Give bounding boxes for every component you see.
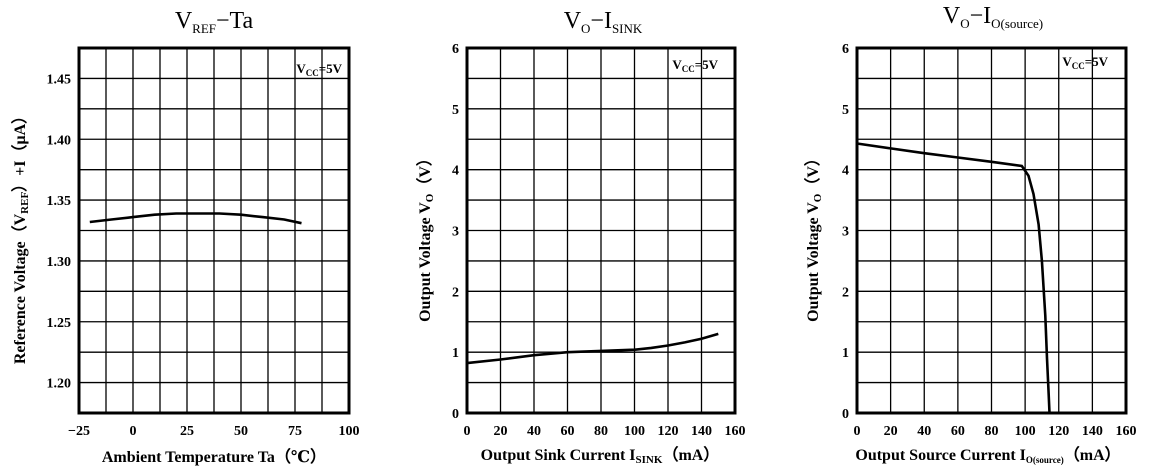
chart-1-x-ticks: −25 0 25 50 75 100 xyxy=(68,424,359,439)
x-tick-label: 120 xyxy=(658,424,679,439)
y-tick-label: 3 xyxy=(452,225,459,240)
y-tick-label: 6 xyxy=(452,42,459,57)
chart-3-condition: VCC=5V xyxy=(1062,54,1108,71)
x-tick-label: 40 xyxy=(917,424,931,439)
y-tick-label: 0 xyxy=(452,407,459,422)
x-tick-label: 80 xyxy=(594,424,608,439)
y-tick-label: 1 xyxy=(842,346,849,361)
chart-2-x-ticks: 0 20 40 60 80 100 120 140 160 xyxy=(464,424,746,439)
y-tick-label: 1.30 xyxy=(47,255,72,270)
chart-3-series-line xyxy=(856,142,1051,414)
chart-1-condition: VCC=5V xyxy=(296,61,342,78)
chart-3-title: VO−IO(source) xyxy=(943,3,1043,31)
chart-1-y-ticks: 1.20 1.25 1.30 1.35 1.40 1.45 xyxy=(47,72,72,391)
chart-vref-ta: VREF−Ta VCC=5V 1.201.251.301.351.401.45 … xyxy=(11,8,360,466)
x-tick-label: 60 xyxy=(561,424,575,439)
x-tick-label: 0 xyxy=(464,424,471,439)
y-tick-label: 1.45 xyxy=(47,72,72,87)
x-tick-label: −25 xyxy=(68,424,90,439)
y-tick-label: 4 xyxy=(842,164,849,179)
chart-3-x-axis-label: Output Source Current IO(source)（mA） xyxy=(855,446,1120,465)
x-tick-label: 140 xyxy=(691,424,712,439)
y-tick-label: 2 xyxy=(842,285,849,300)
chart-1-grid xyxy=(79,48,349,413)
x-tick-label: 60 xyxy=(951,424,965,439)
chart-3-y-ticks: 0 1 2 3 4 5 6 xyxy=(842,42,849,422)
x-tick-label: 40 xyxy=(527,424,541,439)
chart-1-y-axis-label: Reference Voltage（VREF）+I（μA） xyxy=(11,108,31,364)
y-tick-label: 0 xyxy=(842,407,849,422)
y-tick-label: 1.35 xyxy=(47,194,72,209)
chart-2-y-ticks: 0 1 2 3 4 5 6 xyxy=(452,42,459,422)
x-tick-label: 140 xyxy=(1082,424,1103,439)
y-tick-label: 1.40 xyxy=(47,133,72,148)
chart-2-y-axis-label: Output Voltage VO（V） xyxy=(416,150,436,322)
chart-2-frame xyxy=(465,46,737,415)
y-tick-label: 6 xyxy=(842,42,849,57)
y-tick-label: 1.25 xyxy=(47,316,72,331)
x-tick-label: 75 xyxy=(288,424,302,439)
x-tick-label: 160 xyxy=(1116,424,1137,439)
chart-1-series-line xyxy=(89,212,302,225)
x-tick-label: 0 xyxy=(854,424,861,439)
x-tick-label: 25 xyxy=(180,424,194,439)
y-tick-label: 5 xyxy=(842,103,849,118)
chart-2-x-axis-label: Output Sink Current ISINK（mA） xyxy=(481,446,720,466)
x-tick-label: 100 xyxy=(1015,424,1036,439)
x-tick-label: 120 xyxy=(1048,424,1069,439)
x-tick-label: 50 xyxy=(234,424,248,439)
x-tick-label: 20 xyxy=(494,424,508,439)
chart-3-grid xyxy=(857,48,1126,413)
x-tick-label: 160 xyxy=(725,424,746,439)
x-tick-label: 80 xyxy=(985,424,999,439)
chart-1-x-axis-label: Ambient Temperature Ta（℃） xyxy=(102,448,326,466)
y-tick-label: 4 xyxy=(452,164,459,179)
x-tick-label: 20 xyxy=(884,424,898,439)
chart-3-x-ticks: 0 20 40 60 80 100 120 140 160 xyxy=(854,424,1137,439)
chart-3-y-axis-label: Output Voltage VO（V） xyxy=(804,150,824,322)
y-tick-label: 5 xyxy=(452,103,459,118)
chart-2-condition: VCC=5V xyxy=(672,57,718,74)
y-tick-label: 3 xyxy=(842,225,849,240)
chart-2-title: VO−ISINK xyxy=(564,8,643,36)
x-tick-label: 100 xyxy=(624,424,645,439)
y-tick-label: 2 xyxy=(452,285,459,300)
chart-2-series-line xyxy=(466,332,719,365)
chart-1-frame xyxy=(77,46,351,415)
y-tick-label: 1.20 xyxy=(47,377,72,392)
chart-1-title: VREF−Ta xyxy=(175,8,254,36)
chart-vo-isource: VO−IO(source) VCC=5V 0 1 2 3 4 5 6 0 20 40 60 80 10… xyxy=(804,3,1137,465)
x-tick-label: 100 xyxy=(339,424,360,439)
chart-vo-isink: VO−ISINK VCC=5V 0 1 2 3 4 5 6 0 20 40 60 80 100 120 1… xyxy=(416,8,746,466)
y-tick-label: 1 xyxy=(452,346,459,361)
x-tick-label: 0 xyxy=(130,424,137,439)
chart-3-frame xyxy=(855,46,1128,415)
